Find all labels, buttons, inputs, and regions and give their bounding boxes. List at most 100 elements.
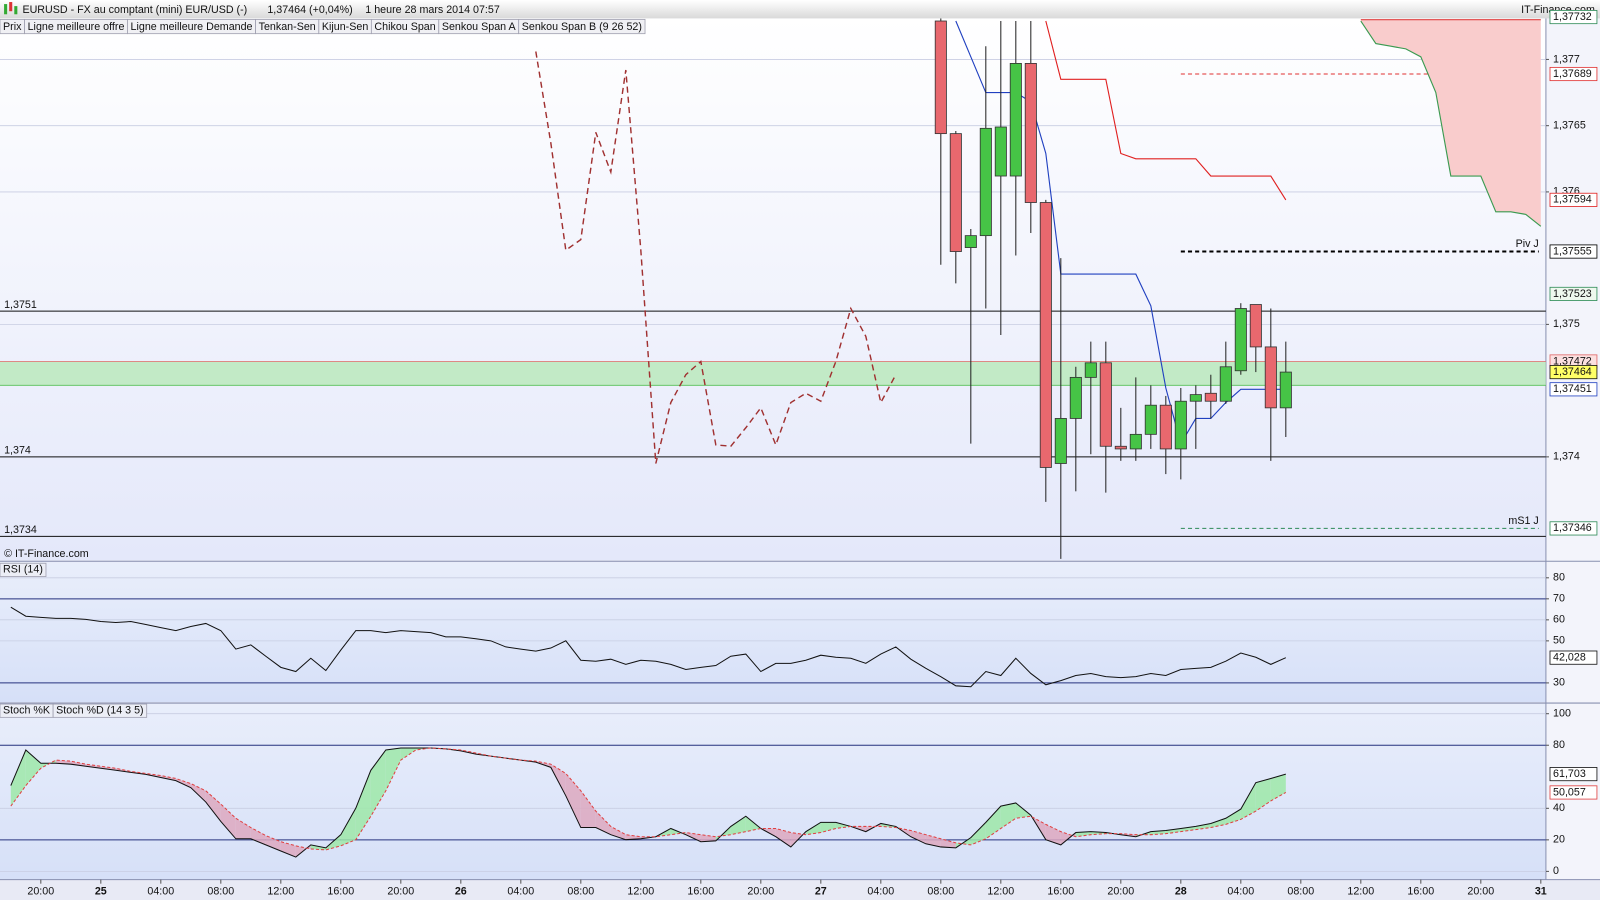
series-line (1045, 20, 1287, 201)
stoch-fill (235, 818, 251, 839)
candle-body (1219, 366, 1232, 402)
x-tick-label: 04:00 (507, 886, 534, 898)
candle-body (1159, 404, 1172, 450)
rsi-plot (0, 577, 1546, 688)
horizontal-line-label: 1,3751 (4, 299, 37, 311)
stoch-fill (220, 804, 236, 839)
legend-item (518, 18, 646, 35)
stoch-fill (160, 775, 176, 781)
stoch-fill (250, 827, 266, 845)
y-tick-label: 0 (1553, 865, 1559, 877)
stoch-fill (910, 830, 926, 844)
stoch-fill (1015, 802, 1031, 819)
x-tick-label: 16:00 (1047, 886, 1074, 898)
stoch-fill (355, 770, 371, 840)
horizontal-line-label: 1,3734 (4, 524, 37, 536)
price-tag-label: 1,37555 (1553, 245, 1592, 257)
panel-label-box (0, 562, 47, 577)
stoch-fill (820, 822, 836, 833)
candle-body (979, 127, 992, 237)
legend-label: Prix (3, 21, 22, 33)
last-price: 1,37464 (+0,04%) (267, 4, 352, 16)
stoch-fill (265, 835, 281, 852)
horizontal-line-label: 1,374 (4, 445, 31, 457)
x-tick-label: 12:00 (627, 886, 654, 898)
panel-label-box (52, 703, 148, 718)
rsi-panel (0, 562, 1546, 703)
x-tick-label: 31 (1535, 886, 1547, 898)
y-tick-label: 20 (1553, 834, 1565, 846)
stoch-fill (280, 841, 296, 858)
price-tag-label: 1,37732 (1553, 11, 1592, 23)
stoch-fill (1240, 782, 1256, 820)
level-name: mS1 J (1508, 515, 1538, 527)
x-tick-label: 20:00 (27, 886, 54, 898)
x-tick-label: 04:00 (867, 886, 894, 898)
candle-body (994, 126, 1007, 177)
price-tag-label: 50,057 (1553, 786, 1586, 798)
price-tag (1549, 521, 1598, 536)
x-tick-label: 12:00 (267, 886, 294, 898)
stoch-fill (370, 749, 386, 817)
price-tag (1549, 382, 1598, 397)
series-line (535, 51, 897, 464)
x-tick-label: 04:00 (1227, 886, 1254, 898)
stoch-fill (1045, 824, 1061, 845)
x-tick-label: 12:00 (987, 886, 1014, 898)
x-tick-label: 20:00 (747, 886, 774, 898)
price-tag (1549, 767, 1598, 782)
candle-body (1084, 362, 1097, 378)
candle-body (1024, 63, 1037, 203)
stoch-fill (25, 749, 41, 786)
candle-body (1069, 376, 1082, 419)
price-tag (1549, 650, 1598, 665)
stoch-fill (730, 816, 746, 835)
stoch-fill (1270, 774, 1286, 801)
candle-body (1234, 308, 1247, 372)
legend-label: Ligne meilleure offre (28, 21, 125, 33)
candle-body (934, 20, 947, 135)
x-tick-label: 16:00 (327, 886, 354, 898)
stoch-fill (1195, 823, 1211, 830)
stoch-fill (190, 783, 206, 803)
candle-body (949, 133, 962, 252)
price-tag (1549, 192, 1598, 207)
candle-body (1009, 63, 1022, 177)
x-tick-label: 20:00 (387, 886, 414, 898)
stoch-fill (745, 816, 761, 832)
candle-body (1054, 418, 1067, 464)
stoch-fill (340, 808, 356, 846)
price-tag-label: 1,37346 (1553, 522, 1592, 534)
x-tick-label: 08:00 (1287, 886, 1314, 898)
level-name: Piv J (1516, 238, 1539, 250)
x-tick-label: 08:00 (567, 886, 594, 898)
app-icon (4, 2, 18, 15)
candle-body (1144, 404, 1157, 435)
legend-label: Senkou Span B (9 26 52) (522, 21, 642, 33)
panel-label: Stoch %D (14 3 5) (56, 705, 143, 717)
x-tick-label: 08:00 (927, 886, 954, 898)
stoch-fill (925, 834, 941, 847)
y-tick-label: 40 (1553, 802, 1565, 814)
stoch-fill (775, 828, 791, 847)
candle-body (1279, 371, 1292, 409)
x-tick-label: 27 (815, 886, 827, 898)
stoch-fill (970, 822, 986, 845)
period: 1 heure 28 mars 2014 07:57 (365, 4, 500, 16)
x-tick-label: 25 (95, 886, 107, 898)
y-tick-label: 80 (1553, 572, 1565, 584)
value-axis (1545, 18, 1600, 880)
series-line (10, 747, 1287, 851)
panel-label: RSI (14) (3, 564, 43, 576)
stoch-fill (310, 844, 326, 850)
candle-body (1174, 400, 1187, 450)
candle-body (1204, 392, 1217, 402)
series-line (1360, 20, 1542, 227)
x-tick-label: 16:00 (687, 886, 714, 898)
stoch-fill (1180, 826, 1196, 832)
price-tag (1549, 66, 1598, 82)
stoch-fill (940, 838, 956, 848)
candle-body (1114, 445, 1127, 450)
